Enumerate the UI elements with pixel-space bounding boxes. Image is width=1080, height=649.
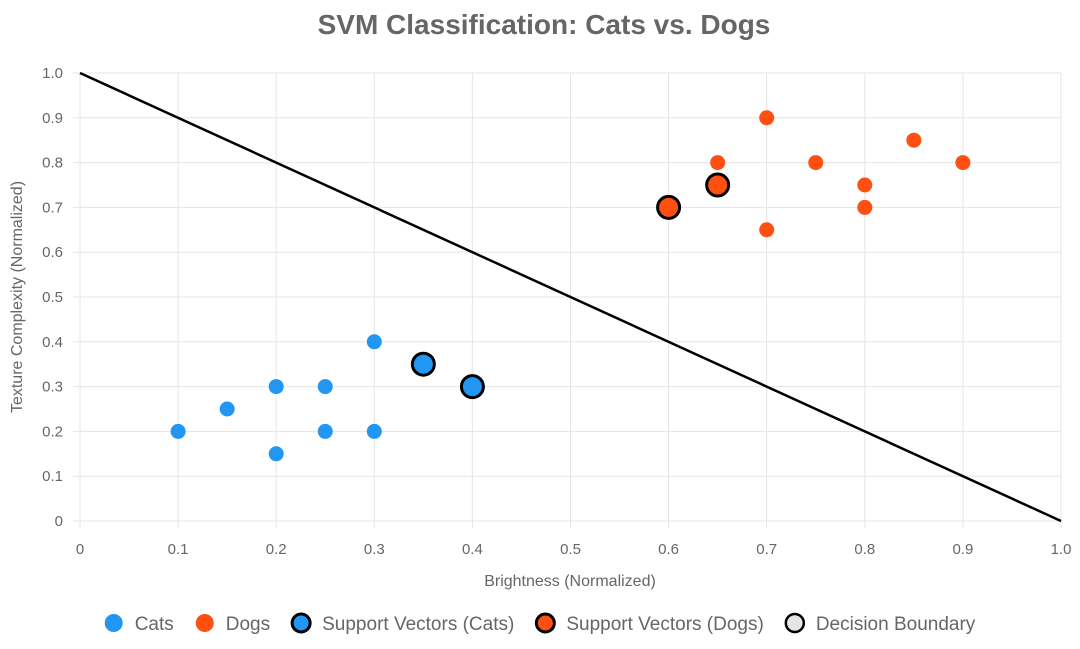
cats-point (366, 334, 382, 350)
dogs-point (906, 132, 922, 148)
support-vectors-dogs-point (705, 172, 731, 198)
dogs-point (808, 155, 824, 171)
legend-swatch (104, 614, 123, 632)
x-axis-label: Brightness (Normalized) (484, 573, 656, 590)
x-tick-label: 0.7 (756, 541, 777, 558)
legend-swatch (195, 614, 214, 632)
grid-lines (73, 72, 1062, 528)
y-tick-label: 0 (55, 513, 63, 530)
cats-point (219, 401, 235, 417)
support-vectors-dogs-point (656, 194, 682, 220)
data-points (170, 110, 971, 462)
cats-point (317, 379, 333, 395)
y-tick-label: 0.9 (42, 110, 63, 127)
x-tick-label: 0.4 (462, 541, 483, 558)
legend-label: Support Vectors (Cats) (322, 614, 514, 635)
legend-label: Cats (135, 614, 174, 635)
x-tick-label: 0.2 (266, 541, 287, 558)
dogs-point (857, 199, 873, 215)
decision-boundary-line (79, 71, 1062, 523)
legend-label: Dogs (226, 614, 270, 635)
y-axis-label: Texture Complexity (Normalized) (9, 181, 26, 413)
y-tick-label: 0.7 (42, 199, 63, 216)
legend-item-support-vectors-dogs[interactable]: Support Vectors (Dogs) (534, 612, 764, 635)
legend-item-dogs[interactable]: Dogs (195, 614, 270, 635)
support-vectors-cats-point (410, 351, 436, 377)
legend-item-support-vectors-cats[interactable]: Support Vectors (Cats) (290, 612, 514, 635)
dogs-point (857, 177, 873, 193)
x-tick-label: 0 (76, 541, 84, 558)
y-tick-label: 1.0 (42, 65, 63, 82)
legend-item-decision-boundary[interactable]: Decision Boundary (784, 612, 976, 635)
legend-swatch (784, 612, 806, 634)
x-tick-label: 0.1 (168, 541, 189, 558)
x-tick-label: 0.9 (952, 541, 973, 558)
legend-label: Decision Boundary (816, 614, 976, 635)
y-tick-label: 0.8 (42, 155, 63, 172)
legend-swatch (534, 612, 556, 634)
x-tick-label: 1.0 (1051, 541, 1072, 558)
tick-labels: 0 0.1 0.2 0.3 0.4 0.5 0.6 0.7 0.8 0.9 1.0 0 0.1 0.2 0.… (42, 65, 1071, 558)
dogs-point (759, 222, 775, 238)
dogs-point (710, 155, 726, 171)
cats-point (268, 379, 284, 395)
legend: Cats Dogs Support Vectors (Cats) Support Ve… (104, 612, 976, 635)
y-tick-label: 0.3 (42, 379, 63, 396)
x-tick-label: 0.3 (364, 541, 385, 558)
y-tick-label: 0.5 (42, 289, 63, 306)
dogs-point (759, 110, 775, 126)
dogs-point (955, 155, 971, 171)
support-vectors-cats-point (459, 374, 485, 400)
x-tick-label: 0.5 (560, 541, 581, 558)
legend-swatch (290, 612, 312, 634)
y-tick-label: 0.2 (42, 423, 63, 440)
cats-point (366, 423, 382, 439)
cats-point (268, 446, 284, 462)
legend-label: Support Vectors (Dogs) (566, 614, 763, 635)
decision-boundary (79, 71, 1062, 523)
x-tick-label: 0.6 (658, 541, 679, 558)
chart-title: SVM Classification: Cats vs. Dogs (318, 9, 771, 40)
legend-item-cats[interactable]: Cats (104, 614, 174, 635)
cats-point (170, 423, 186, 439)
y-tick-label: 0.6 (42, 244, 63, 261)
y-tick-label: 0.4 (42, 334, 63, 351)
cats-point (317, 423, 333, 439)
y-tick-label: 0.1 (42, 468, 63, 485)
x-tick-label: 0.8 (854, 541, 875, 558)
